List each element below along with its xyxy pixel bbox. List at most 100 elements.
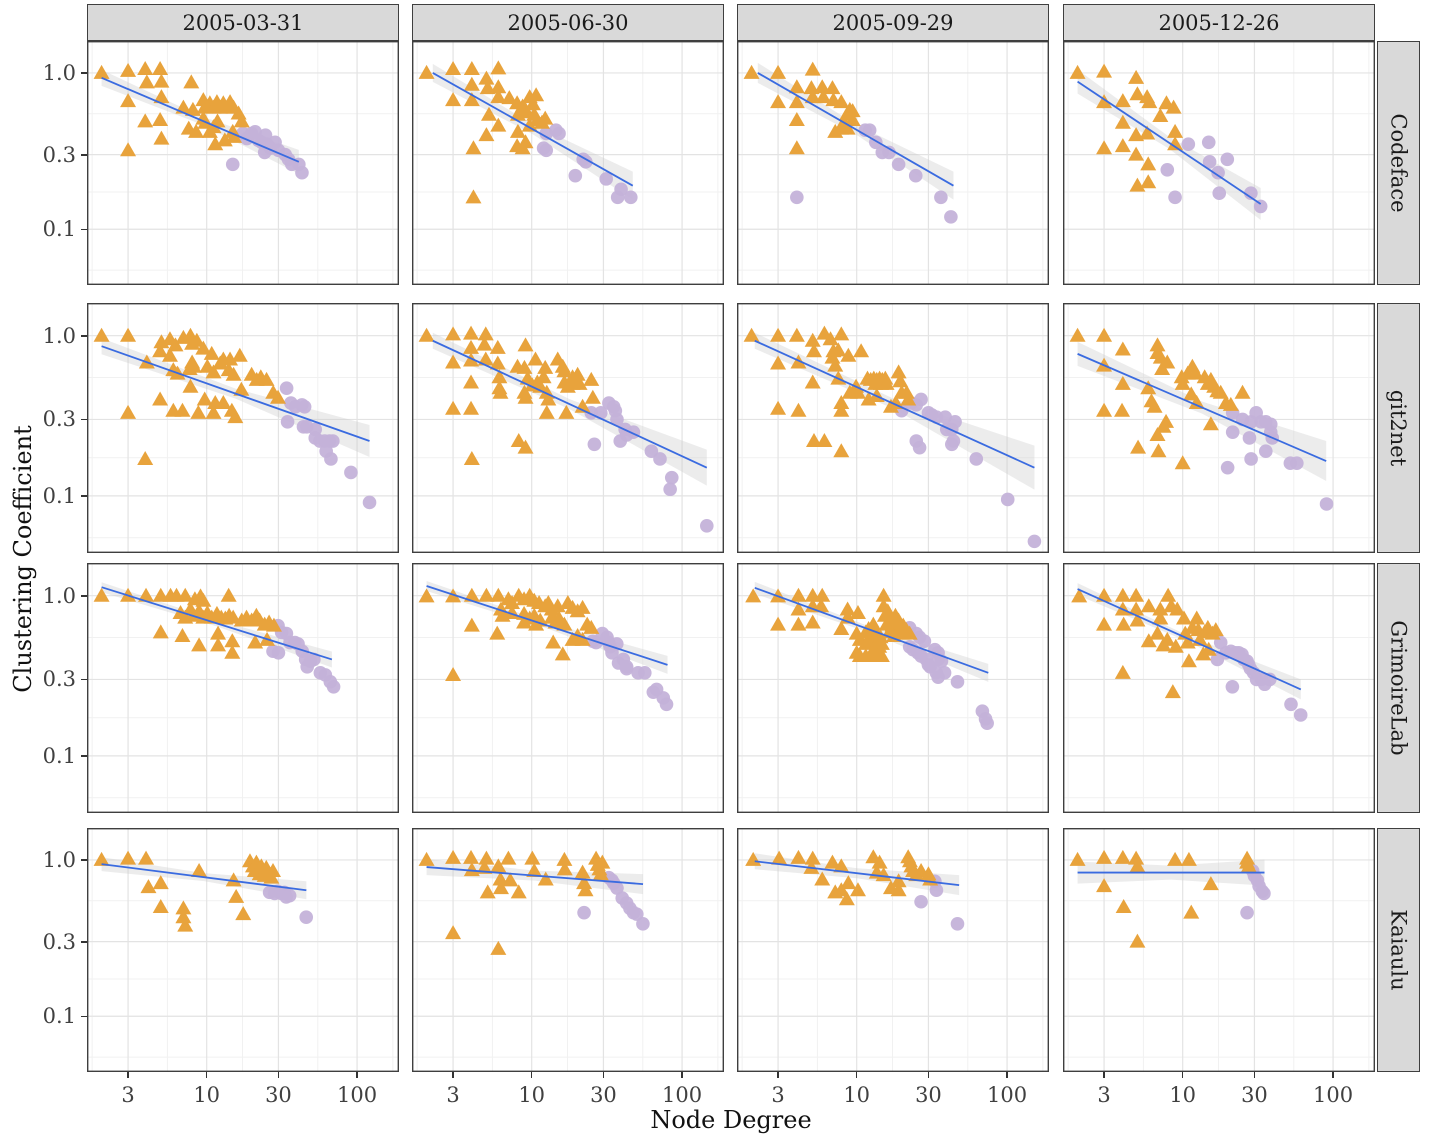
trend-line — [432, 72, 634, 187]
triangle-points — [93, 587, 282, 659]
facet-panel-Codeface-2005-09-29 — [737, 41, 1049, 285]
triangle-points — [418, 60, 554, 204]
triangle-points — [1069, 63, 1184, 192]
x-tick-mark — [855, 1072, 858, 1078]
x-tick-mark — [127, 1072, 129, 1078]
facet-panel-git2net-2005-06-30 — [412, 303, 724, 553]
x-tick-mark — [927, 1072, 930, 1078]
triangle-points — [418, 587, 600, 681]
y-tick-mark — [81, 228, 87, 231]
trend-line — [1077, 588, 1302, 691]
circle-points — [262, 884, 314, 925]
y-tick-mark — [81, 941, 87, 943]
facet-panel-Codeface-2005-12-26 — [1063, 41, 1375, 285]
triangle-points — [743, 325, 917, 458]
column-facet-strip-2005-03-31: 2005-03-31 — [87, 4, 399, 41]
trend-line — [101, 345, 370, 442]
triangle-points — [745, 587, 918, 663]
trend-line — [754, 586, 989, 674]
circle-points — [279, 381, 377, 510]
trend-line — [426, 585, 668, 666]
facet-panel-Codeface-2005-06-30 — [412, 41, 724, 285]
circle-points — [1160, 135, 1268, 214]
gridlines — [87, 828, 399, 1072]
x-tick-label: 100 — [337, 1083, 378, 1107]
y-tick-mark — [81, 418, 87, 421]
triangle-points — [743, 61, 861, 155]
confidence-ribbon — [1077, 69, 1261, 221]
x-tick-mark — [356, 1072, 358, 1078]
facet-panel-GrimoireLab-2005-09-29 — [737, 563, 1049, 813]
x-tick-mark — [1006, 1072, 1008, 1078]
x-tick-label: 30 — [1241, 1083, 1268, 1107]
triangle-points — [1069, 327, 1251, 470]
row-facet-strip-Kaiaulu: Kaiaulu — [1377, 828, 1420, 1072]
facet-panel-Kaiaulu-2005-06-30 — [412, 828, 724, 1072]
trend-line — [754, 339, 1035, 469]
y-tick-label: 0.3 — [42, 142, 76, 167]
y-tick-mark — [81, 495, 87, 497]
circle-points — [1240, 864, 1271, 920]
circle-points — [577, 870, 650, 931]
x-tick-mark — [1103, 1072, 1105, 1078]
x-tick-label: 100 — [987, 1083, 1028, 1107]
triangle-points — [93, 850, 281, 932]
y-tick-mark — [81, 755, 87, 757]
row-facet-strip-git2net: git2net — [1377, 303, 1420, 553]
y-tick-label: 1.0 — [42, 323, 76, 348]
x-tick-label: 3 — [1097, 1083, 1111, 1107]
facet-panel-Kaiaulu-2005-09-29 — [737, 828, 1049, 1072]
x-tick-label: 100 — [1313, 1083, 1354, 1107]
y-tick-label: 1.0 — [42, 583, 76, 608]
x-tick-mark — [277, 1072, 280, 1078]
trend-line — [757, 72, 954, 187]
gridlines — [737, 303, 1049, 553]
facet-panel-Codeface-2005-03-31 — [87, 41, 399, 285]
y-tick-mark — [81, 154, 87, 156]
trend-line — [101, 77, 300, 163]
gridlines — [87, 303, 399, 553]
y-tick-label: 0.3 — [42, 667, 76, 692]
column-facet-strip-2005-09-29: 2005-09-29 — [737, 4, 1049, 41]
y-tick-label: 0.1 — [42, 743, 76, 768]
trend-line — [426, 866, 644, 886]
confidence-ribbon — [101, 857, 307, 900]
x-tick-mark — [777, 1072, 779, 1078]
x-tick-label: 30 — [915, 1083, 942, 1107]
y-tick-mark — [81, 595, 87, 597]
trend-line — [754, 860, 960, 887]
gridlines — [412, 41, 724, 285]
facet-panel-GrimoireLab-2005-06-30 — [412, 563, 724, 813]
gridlines — [1063, 563, 1375, 813]
x-tick-mark — [1181, 1072, 1184, 1078]
gridlines — [412, 303, 724, 553]
facet-panel-git2net-2005-03-31 — [87, 303, 399, 553]
circle-points — [1220, 406, 1334, 511]
x-tick-label: 3 — [771, 1083, 785, 1107]
facet-panel-git2net-2005-09-29 — [737, 303, 1049, 553]
x-tick-label: 10 — [843, 1083, 871, 1107]
circle-points — [536, 123, 638, 205]
triangle-points — [1069, 849, 1257, 948]
x-tick-mark — [205, 1072, 208, 1078]
x-tick-label: 30 — [590, 1083, 617, 1107]
gridlines — [87, 41, 399, 285]
x-tick-label: 10 — [193, 1083, 221, 1107]
y-tick-label: 0.1 — [42, 1004, 76, 1029]
y-tick-label: 0.1 — [42, 217, 76, 242]
x-axis-title: Node Degree — [650, 1106, 812, 1134]
row-facet-strip-GrimoireLab: GrimoireLab — [1377, 563, 1420, 813]
triangle-points — [93, 327, 287, 465]
x-tick-mark — [1332, 1072, 1334, 1078]
circle-points — [225, 125, 309, 180]
x-tick-mark — [681, 1072, 683, 1078]
triangle-points — [418, 325, 601, 465]
x-tick-label: 10 — [518, 1083, 546, 1107]
facet-panel-GrimoireLab-2005-12-26 — [1063, 563, 1375, 813]
facet-panel-git2net-2005-12-26 — [1063, 303, 1375, 553]
gridlines — [1063, 303, 1375, 553]
y-tick-mark — [81, 859, 87, 861]
y-tick-mark — [81, 335, 87, 337]
y-tick-label: 0.1 — [42, 483, 76, 508]
